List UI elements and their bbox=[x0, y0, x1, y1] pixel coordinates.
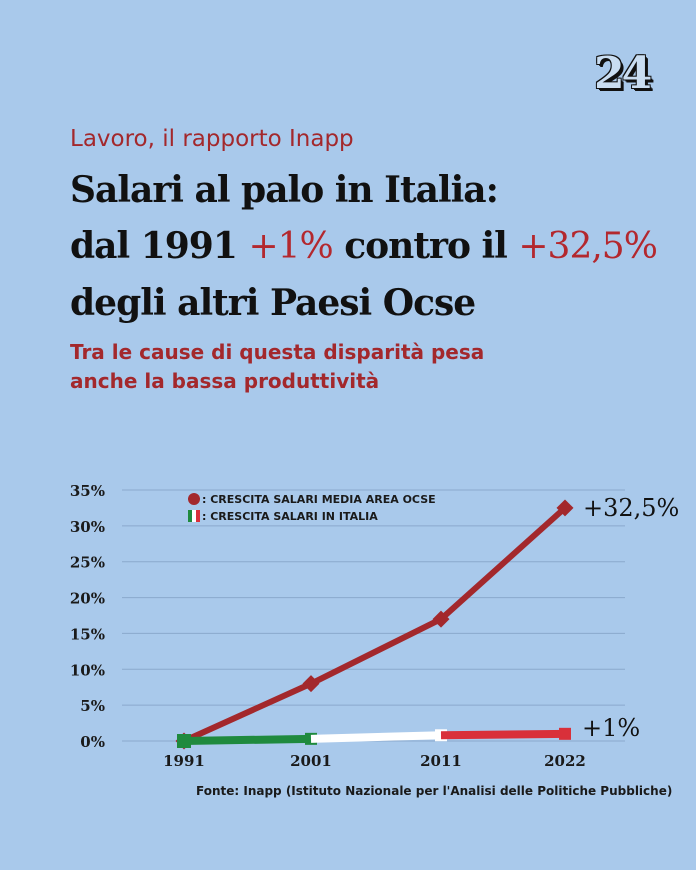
kicker: Lavoro, il rapporto Inapp bbox=[70, 126, 354, 152]
headline-text: dal 1991 bbox=[70, 225, 249, 267]
subtitle-line2: anche la bassa produttività bbox=[70, 369, 380, 393]
subtitle: Tra le cause di questa disparità pesa an… bbox=[70, 338, 484, 396]
y-tick-label: 30% bbox=[70, 518, 105, 536]
subtitle-line1: Tra le cause di questa disparità pesa bbox=[70, 340, 485, 364]
headline-line1: Salari al palo in Italia: bbox=[70, 169, 499, 211]
y-tick-label: 15% bbox=[70, 625, 105, 643]
headline-highlight-italy: +1% bbox=[248, 226, 333, 267]
x-tick-label: 1991 bbox=[163, 752, 205, 770]
series-segment-italy bbox=[310, 731, 442, 743]
x-tick-label: 2001 bbox=[290, 752, 332, 770]
y-tick-label: 20% bbox=[70, 590, 105, 608]
legend-icon-italy-flag bbox=[188, 510, 192, 522]
data-point-ocse bbox=[432, 610, 450, 628]
y-tick-label: 10% bbox=[70, 661, 105, 679]
y-tick-label: 25% bbox=[70, 554, 105, 572]
legend-label-ocse: : CRESCITA SALARI MEDIA AREA OCSE bbox=[202, 493, 436, 506]
y-tick-label: 5% bbox=[80, 697, 105, 715]
y-tick-label: 0% bbox=[80, 733, 105, 751]
headline: Salari al palo in Italia: dal 1991 +1% c… bbox=[70, 162, 658, 331]
headline-line3: degli altri Paesi Ocse bbox=[70, 282, 476, 324]
data-point-ocse bbox=[556, 499, 574, 517]
legend-label-italy: : CRESCITA SALARI IN ITALIA bbox=[202, 510, 378, 523]
x-tick-label: 2022 bbox=[544, 752, 586, 770]
source-note: Fonte: Inapp (Istituto Nazionale per l'A… bbox=[196, 784, 673, 798]
data-point-ocse bbox=[302, 675, 320, 693]
series-segment-italy bbox=[440, 729, 566, 740]
x-tick-label: 2011 bbox=[420, 752, 462, 770]
series-segment-italy bbox=[183, 734, 312, 745]
y-tick-label: 35% bbox=[70, 482, 105, 500]
end-label-ocse: +32,5% bbox=[583, 494, 679, 522]
headline-line2: dal 1991 +1% contro il +32,5% bbox=[70, 218, 658, 275]
legend-icon-italy-flag bbox=[192, 510, 196, 522]
series-line-ocse bbox=[182, 505, 568, 744]
legend-icon-ocse-dot bbox=[188, 493, 200, 505]
data-point-italy bbox=[177, 734, 191, 748]
legend-icon-italy-flag bbox=[196, 510, 200, 522]
headline-highlight-ocse: +32,5% bbox=[518, 226, 658, 267]
data-point-italy bbox=[559, 727, 571, 740]
logo-24: 24 bbox=[594, 48, 652, 99]
end-label-italy: +1% bbox=[582, 714, 640, 742]
headline-text: contro il bbox=[332, 225, 519, 267]
